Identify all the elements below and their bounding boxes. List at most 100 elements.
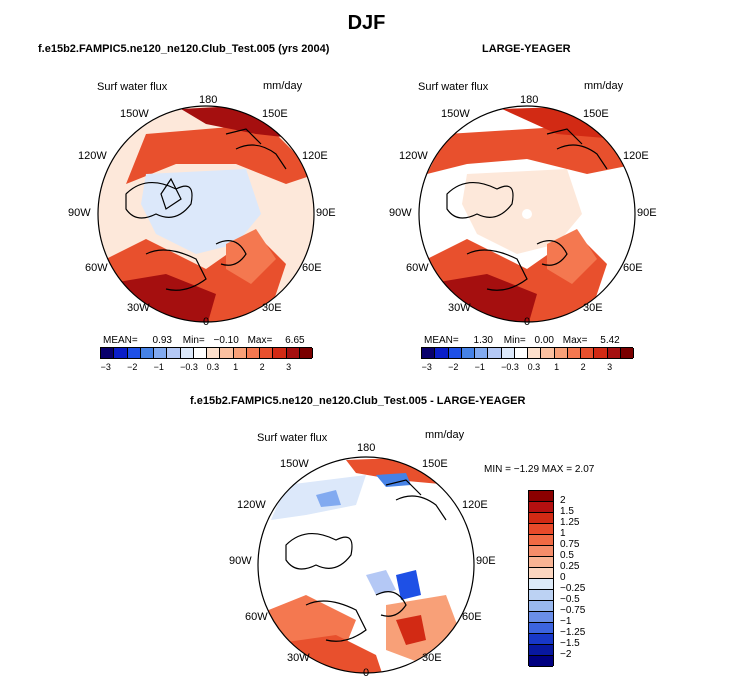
panel2-colorbar-cell <box>594 348 608 358</box>
panel1-units: mm/day <box>263 80 303 92</box>
panel1-colorbar-cell <box>114 348 128 358</box>
panel2-mean-label: MEAN= <box>424 335 459 346</box>
panel1-colorbar-tick: 2 <box>259 362 265 372</box>
panel1-variable-label: Surf water flux <box>97 81 168 93</box>
panel2-colorbar-cell <box>448 348 462 358</box>
panel1-lon-30w: 30W <box>127 302 150 314</box>
panel2-mean-value: 1.30 <box>473 335 493 346</box>
panel1-colorbar-cell <box>207 348 221 358</box>
panel1-colorbar-tick: 3 <box>286 362 292 372</box>
panel1-colorbar-cell <box>299 348 313 358</box>
panel1-colorbar-cell <box>167 348 181 358</box>
panel2-lon-90e: 90E <box>637 207 657 219</box>
panel3-variable-label: Surf water flux <box>257 432 328 444</box>
panel3-colorbar-cell <box>529 579 553 590</box>
panel1-colorbar-cell <box>286 348 300 358</box>
panel2-colorbar-cell <box>461 348 475 358</box>
panel3-lon-60w: 60W <box>245 611 268 623</box>
panel2-colorbar-tick: −0.3 <box>501 362 519 372</box>
panel3-lon-180: 180 <box>357 442 376 454</box>
panel2-colorbar-cell <box>567 348 581 358</box>
panel1-colorbar-cell <box>260 348 274 358</box>
panel1-colorbar-cell <box>220 348 234 358</box>
panel3-colorbar-cell <box>529 524 553 535</box>
panel1-mean-value: 0.93 <box>152 335 172 346</box>
panel2-lon-60w: 60W <box>406 262 429 274</box>
panel3-colorbar-cell <box>529 645 553 656</box>
panel1-colorbar-cell <box>273 348 287 358</box>
panel3-colorbar-cell <box>529 623 553 634</box>
panel3-colorbar-cell <box>529 491 553 502</box>
panel2-lon-150e: 150E <box>583 108 609 120</box>
panel3-colorbar-cell <box>529 601 553 612</box>
panel2-colorbar-tick: 3 <box>607 362 613 372</box>
panel2-colorbar <box>421 347 634 359</box>
panel2-units: mm/day <box>584 80 624 92</box>
panel2-lon-0: 0 <box>524 316 531 328</box>
panel2-colorbar-cell <box>528 348 542 358</box>
panel2-colorbar-tick: 0.3 <box>527 362 541 372</box>
panel2-lon-120e: 120E <box>623 150 649 162</box>
panel3-colorbar-cell <box>529 568 553 579</box>
panel2-colorbar-cell <box>501 348 515 358</box>
panel1-lon-0: 0 <box>203 316 210 328</box>
panel3-colorbar-cell <box>529 535 553 546</box>
panel1-colorbar-cell <box>101 348 115 358</box>
panel3-polar-map <box>257 456 475 674</box>
panel2-colorbar-cell <box>475 348 489 358</box>
panel1-polar-map <box>97 105 315 323</box>
panel3-lon-0: 0 <box>363 667 370 679</box>
panel2-colorbar-tick: −3 <box>421 362 432 372</box>
panel3-minmax: MIN = −1.29 MAX = 2.07 <box>484 464 595 475</box>
panel1-lon-150w: 150W <box>120 108 149 120</box>
panel2-colorbar-cell <box>607 348 621 358</box>
panel1-colorbar-tick: 0.3 <box>206 362 220 372</box>
panel2-colorbar-ticks: −3 −2 −1 −0.3 0.3 1 2 3 <box>421 362 633 374</box>
panel1-colorbar <box>100 347 313 359</box>
panel1-stats: MEAN= 0.93 Min= −0.10 Max= 6.65 <box>103 335 305 346</box>
panel1-colorbar-cell <box>233 348 247 358</box>
panel1-colorbar-cell <box>127 348 141 358</box>
panel3-lon-90e: 90E <box>476 555 496 567</box>
panel2-max-value: 5.42 <box>600 335 620 346</box>
panel1-lon-60e: 60E <box>302 262 322 274</box>
panel3-colorbar-label: −1.25 <box>560 627 586 638</box>
panel2-colorbar-cell <box>541 348 555 358</box>
panel1-lon-150e: 150E <box>262 108 288 120</box>
panel1-colorbar-cell <box>193 348 207 358</box>
panel2-colorbar-tick: 1 <box>554 362 560 372</box>
panel2-colorbar-tick: 2 <box>580 362 586 372</box>
panel3-colorbar-label: 0.25 <box>560 561 580 572</box>
panel3-colorbar-label: 0 <box>560 572 566 583</box>
panel3-colorbar-labels: 2 1.5 1.25 1 0.75 0.5 0.25 0 −0.25 −0.5 −0.75 −1 −1.… <box>560 490 620 666</box>
panel3-colorbar-cell <box>529 513 553 524</box>
panel3-lon-120e: 120E <box>462 499 488 511</box>
panel2-lon-90w: 90W <box>389 207 412 219</box>
panel3-colorbar-label: −2 <box>560 649 572 660</box>
panel3-colorbar-label: 1 <box>560 528 566 539</box>
panel2-header: LARGE-YEAGER <box>482 43 571 55</box>
panel1-colorbar-tick: −1 <box>153 362 164 372</box>
panel3-lon-30e: 30E <box>422 652 442 664</box>
panel2-lon-30w: 30W <box>448 302 471 314</box>
panel1-lon-180: 180 <box>199 94 218 106</box>
panel2-lon-30e: 30E <box>583 302 603 314</box>
panel3-units: mm/day <box>425 429 465 441</box>
panel1-max-label: Max= <box>247 335 273 346</box>
panel1-colorbar-cell <box>180 348 194 358</box>
panel3-colorbar-label: −0.5 <box>560 594 580 605</box>
panel1-lon-120w: 120W <box>78 150 107 162</box>
panel3-colorbar-label: 1.5 <box>560 506 574 517</box>
panel2-colorbar-cell <box>620 348 634 358</box>
panel3-lon-150e: 150E <box>422 458 448 470</box>
panel1-header: f.e15b2.FAMPIC5.ne120_ne120.Club_Test.00… <box>38 43 330 55</box>
figure-title: DJF <box>347 12 386 34</box>
panel3-colorbar-cell <box>529 634 553 645</box>
panel2-colorbar-cell <box>514 348 528 358</box>
panel1-lon-120e: 120E <box>302 150 328 162</box>
panel3-lon-60e: 60E <box>462 611 482 623</box>
panel1-min-value: −0.10 <box>213 335 239 346</box>
panel1-colorbar-tick: −3 <box>100 362 111 372</box>
panel1-mean-label: MEAN= <box>103 335 138 346</box>
panel2-colorbar-cell <box>554 348 568 358</box>
